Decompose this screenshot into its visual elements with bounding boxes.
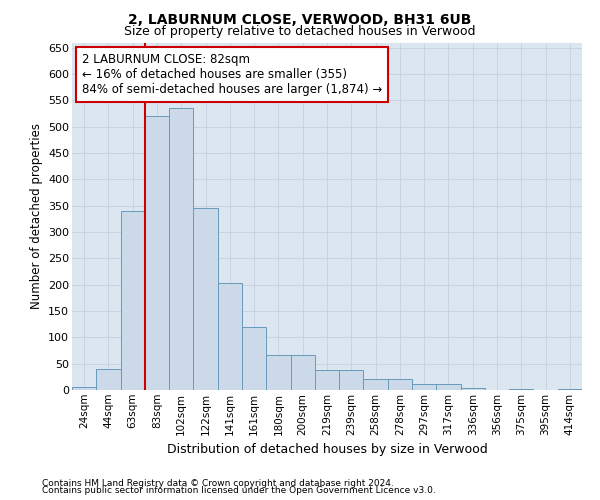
Y-axis label: Number of detached properties: Number of detached properties [29, 123, 43, 309]
Bar [364, 380, 388, 390]
Bar [315, 370, 339, 390]
Bar [436, 384, 461, 390]
Bar [218, 282, 242, 390]
Bar [290, 354, 315, 390]
Text: 2, LABURNUM CLOSE, VERWOOD, BH31 6UB: 2, LABURNUM CLOSE, VERWOOD, BH31 6UB [128, 12, 472, 26]
Bar [509, 389, 533, 390]
Bar [388, 380, 412, 390]
Bar [339, 370, 364, 390]
Text: Size of property relative to detached houses in Verwood: Size of property relative to detached ho… [124, 25, 476, 38]
X-axis label: Distribution of detached houses by size in Verwood: Distribution of detached houses by size … [167, 443, 487, 456]
Bar [242, 327, 266, 390]
Bar [558, 389, 582, 390]
Bar [96, 369, 121, 390]
Bar [72, 388, 96, 390]
Bar [145, 116, 169, 390]
Text: Contains HM Land Registry data © Crown copyright and database right 2024.: Contains HM Land Registry data © Crown c… [42, 478, 394, 488]
Bar [169, 108, 193, 390]
Bar [121, 211, 145, 390]
Bar [412, 384, 436, 390]
Bar [193, 208, 218, 390]
Bar [461, 388, 485, 390]
Text: 2 LABURNUM CLOSE: 82sqm
← 16% of detached houses are smaller (355)
84% of semi-d: 2 LABURNUM CLOSE: 82sqm ← 16% of detache… [82, 53, 382, 96]
Bar [266, 354, 290, 390]
Text: Contains public sector information licensed under the Open Government Licence v3: Contains public sector information licen… [42, 486, 436, 495]
